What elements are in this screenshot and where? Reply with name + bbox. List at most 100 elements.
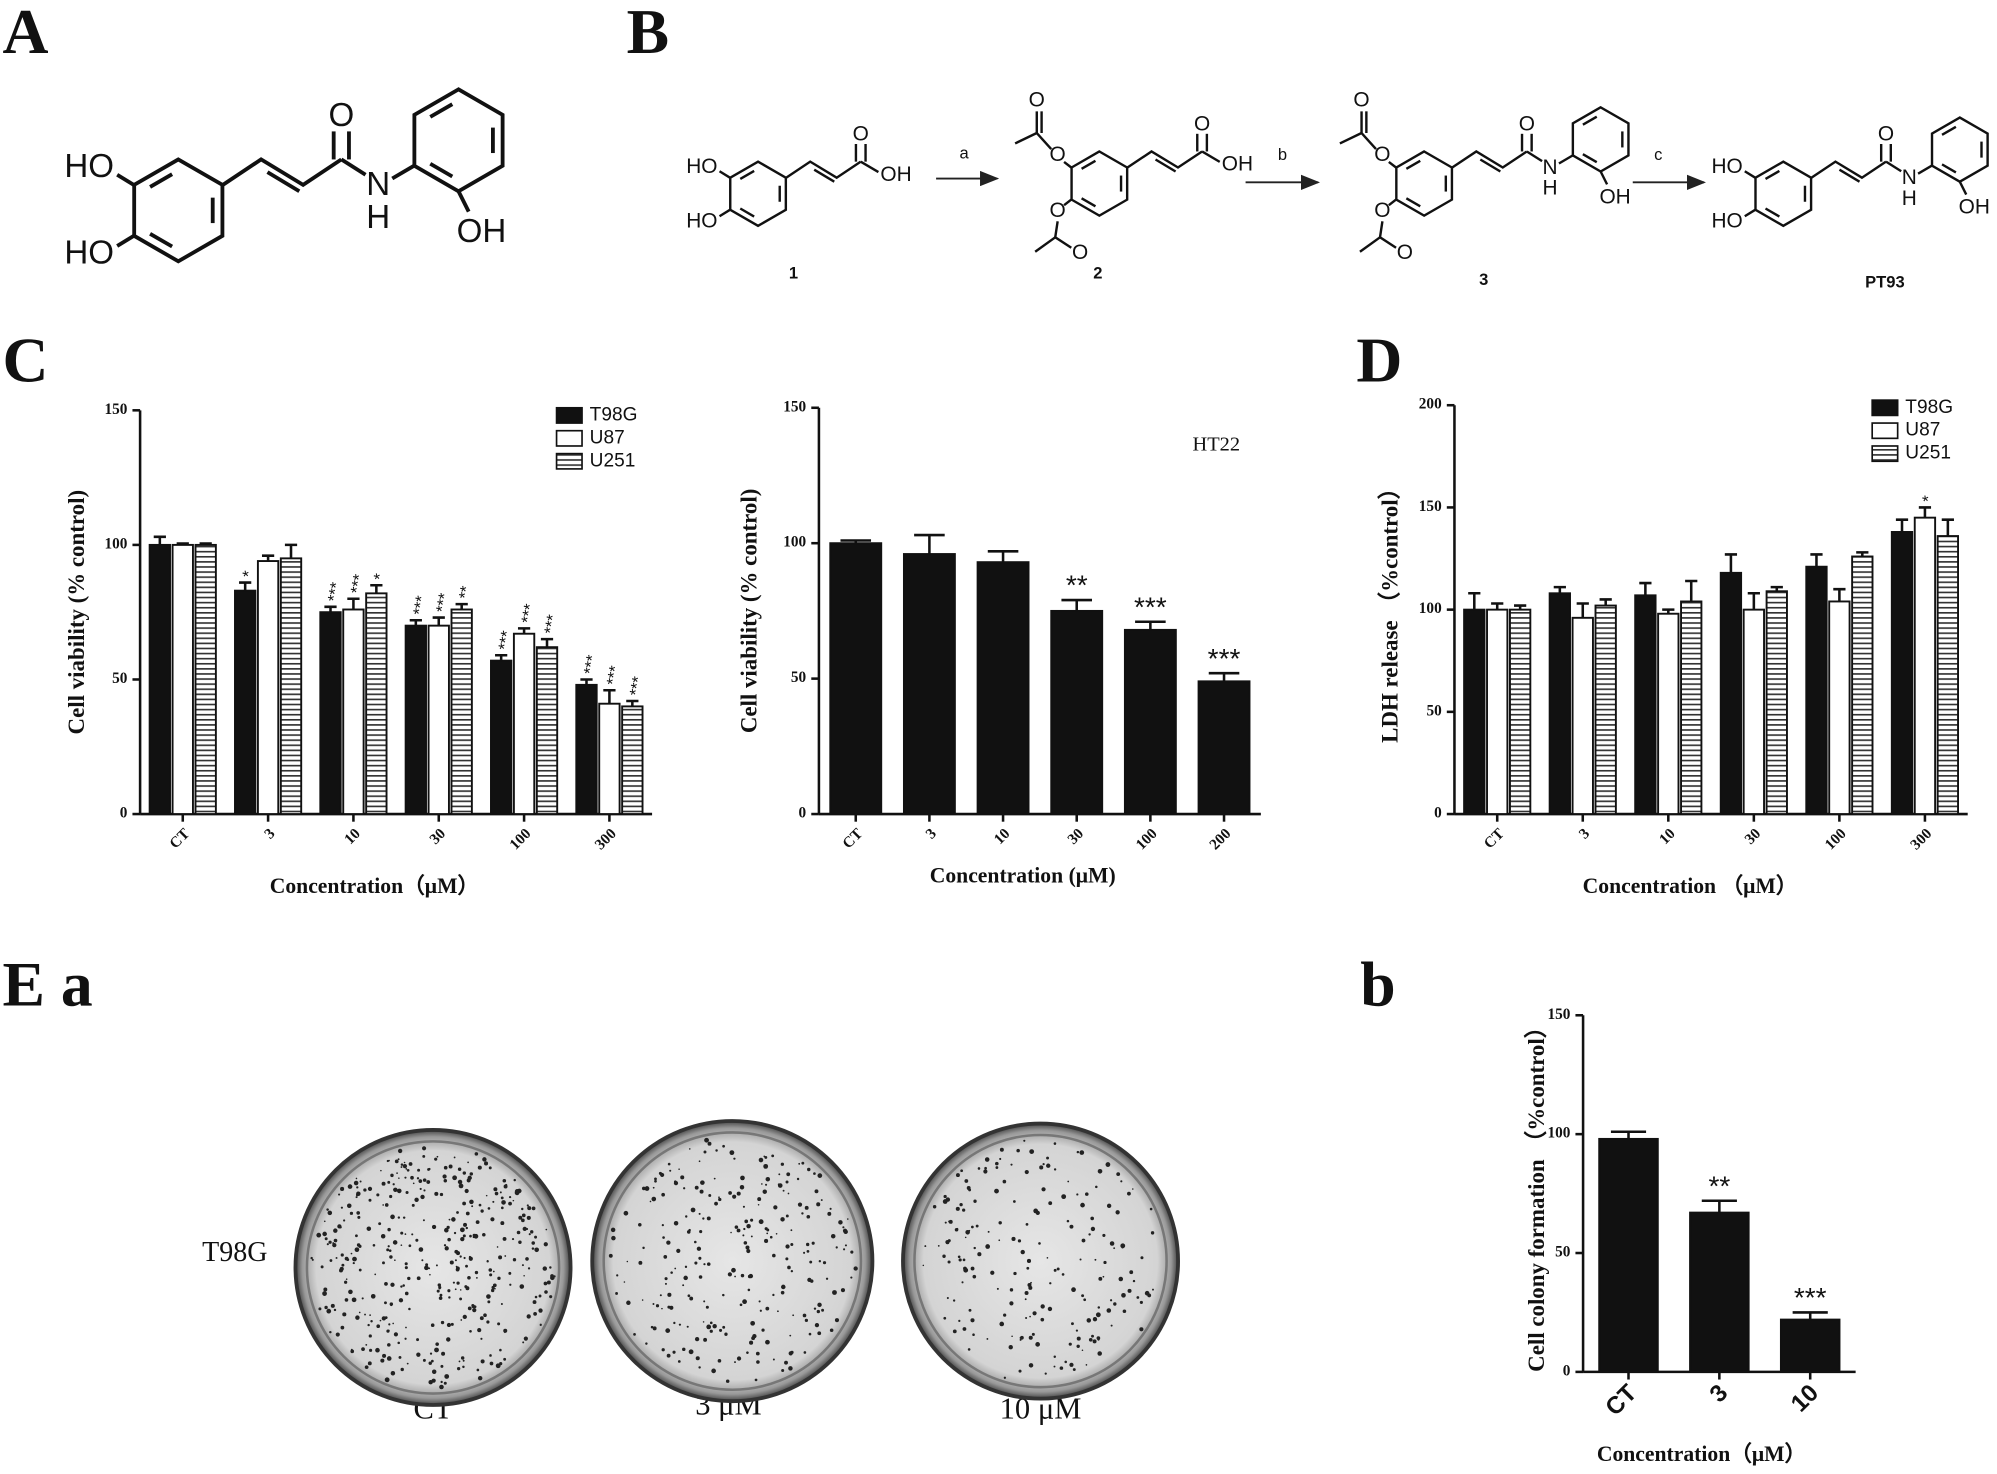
colony — [1024, 1169, 1029, 1175]
colony — [531, 1206, 536, 1211]
colony — [1085, 1364, 1088, 1366]
colony — [986, 1337, 989, 1340]
colony — [400, 1367, 404, 1372]
colony — [813, 1172, 816, 1175]
colony — [329, 1330, 332, 1334]
colony — [1024, 1290, 1029, 1295]
colony — [376, 1193, 380, 1197]
colony — [508, 1201, 512, 1206]
colony — [514, 1190, 520, 1196]
colony — [469, 1234, 472, 1238]
bond — [1034, 236, 1056, 253]
colony — [659, 1294, 662, 1297]
colony — [832, 1290, 837, 1295]
colony — [357, 1215, 361, 1219]
colony — [666, 1240, 671, 1245]
colony — [1053, 1268, 1057, 1272]
colony — [694, 1185, 699, 1190]
bar — [1634, 594, 1657, 816]
error-bar — [1941, 518, 1954, 537]
colony — [366, 1226, 372, 1231]
colony — [341, 1263, 345, 1267]
colony — [829, 1207, 832, 1210]
colony — [326, 1243, 329, 1246]
x-tick-label: CT — [166, 825, 193, 852]
bar — [1936, 535, 1960, 816]
colony — [1020, 1335, 1024, 1340]
colony — [698, 1256, 702, 1260]
legend-label: T98G — [1905, 397, 1953, 418]
error-bar — [1810, 553, 1823, 567]
colony — [718, 1197, 722, 1202]
colony — [977, 1167, 981, 1170]
colony — [955, 1173, 960, 1178]
colony — [608, 1253, 613, 1258]
colony — [695, 1356, 700, 1361]
colony — [957, 1255, 961, 1259]
bond — [1958, 181, 1968, 196]
colony — [1075, 1329, 1079, 1332]
colony — [449, 1260, 454, 1265]
bond — [1378, 221, 1397, 249]
colony — [722, 1325, 726, 1329]
colony — [389, 1302, 394, 1306]
colony — [453, 1231, 457, 1235]
colony — [1046, 1163, 1051, 1168]
colony — [669, 1169, 672, 1172]
colony — [796, 1177, 800, 1181]
atom-label: O — [1397, 241, 1413, 264]
bar — [1548, 592, 1571, 816]
colony — [459, 1289, 462, 1291]
colony — [392, 1183, 395, 1186]
colony — [390, 1173, 394, 1178]
colony — [801, 1161, 805, 1165]
bond — [739, 207, 755, 218]
colony — [502, 1178, 507, 1183]
colony — [816, 1202, 821, 1207]
colony — [1076, 1344, 1080, 1348]
colony — [661, 1348, 665, 1352]
colony — [790, 1270, 794, 1273]
x-tick-label: 10 — [991, 825, 1014, 848]
colony — [353, 1180, 359, 1186]
colony — [984, 1157, 990, 1162]
colony — [521, 1213, 526, 1218]
colony — [1048, 1201, 1053, 1206]
colony — [1032, 1311, 1037, 1316]
colony — [820, 1199, 823, 1202]
colony — [367, 1323, 370, 1327]
error-bar — [370, 583, 383, 594]
colony — [386, 1356, 392, 1361]
colony — [966, 1186, 971, 1190]
error-bar — [1135, 620, 1166, 630]
colony — [765, 1176, 771, 1182]
colony — [396, 1188, 402, 1194]
error-bar — [1792, 1311, 1828, 1320]
bar — [902, 553, 956, 816]
significance: *** — [495, 629, 517, 652]
colony — [476, 1368, 480, 1372]
colony — [351, 1212, 354, 1214]
colony — [960, 1169, 963, 1173]
colony — [792, 1314, 795, 1317]
colony — [804, 1205, 809, 1210]
bar — [194, 543, 217, 816]
colony — [808, 1332, 812, 1336]
colony — [1044, 1372, 1047, 1375]
colony — [352, 1261, 355, 1265]
colony — [1071, 1287, 1076, 1293]
colony — [455, 1251, 461, 1256]
colony — [1136, 1296, 1140, 1299]
colony — [323, 1287, 328, 1292]
colony — [397, 1216, 401, 1219]
bond — [149, 232, 174, 249]
colony — [817, 1302, 822, 1308]
colony — [1029, 1149, 1035, 1154]
colony — [781, 1368, 785, 1372]
atom-label: O — [1050, 143, 1066, 166]
y-tick-label: 50 — [112, 670, 128, 687]
colony — [414, 1197, 419, 1202]
y-tick-label: 0 — [1563, 1362, 1571, 1379]
colony — [746, 1223, 751, 1229]
colony — [777, 1183, 780, 1186]
